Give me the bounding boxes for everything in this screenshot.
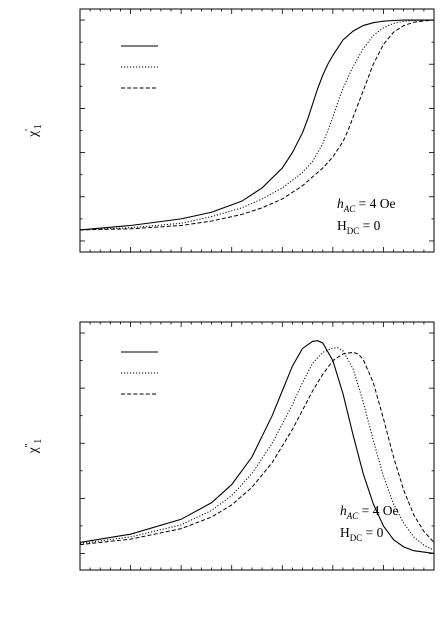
field-condition-ac: hAC = 4 Oe xyxy=(340,503,399,521)
legend xyxy=(121,351,158,395)
field-condition-dc: HDC = 0 xyxy=(340,525,384,543)
y-axis-title: χ''1 xyxy=(24,439,44,455)
series-line-1 xyxy=(80,19,434,231)
series-lines xyxy=(80,19,434,231)
legend xyxy=(121,45,158,89)
field-condition-ac: hAC = 4 Oe xyxy=(337,196,396,214)
series-line-3 xyxy=(80,351,434,546)
plot-frame xyxy=(79,8,435,253)
plot-frame xyxy=(79,321,435,571)
y-axis-title: χ'1 xyxy=(24,124,44,138)
series-line-2 xyxy=(80,347,434,551)
field-condition-dc: HDC = 0 xyxy=(337,218,381,236)
series-lines xyxy=(80,340,434,555)
series-line-1 xyxy=(80,340,434,555)
series-line-2 xyxy=(80,19,434,231)
chart-panel-top: χ'1 hAC = 4 Oe HDC = 0 xyxy=(24,8,435,253)
series-line-3 xyxy=(80,19,434,231)
chart-panel-bottom: χ''1 hAC = 4 Oe HDC = 0 xyxy=(24,321,435,571)
